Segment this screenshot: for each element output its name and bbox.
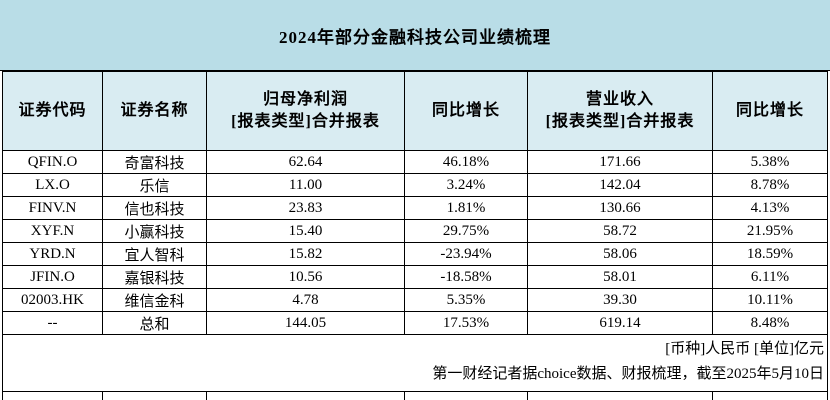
table-row-finv: FINV.N 信也科技 23.83 1.81% 130.66 4.13% <box>2 196 828 220</box>
cell-profit-yoy: 29.75% <box>404 219 528 243</box>
cell-name: 宜人智科 <box>102 242 207 266</box>
table-footnote-row: [币种]人民币 [单位]亿元 第一财经记者据choice数据、财报梳理，截至20… <box>2 334 828 392</box>
footnote-source: 第一财经记者据choice数据、财报梳理，截至2025年5月10日 <box>432 366 824 382</box>
table-row-lx: LX.O 乐信 11.00 3.24% 142.04 8.78% <box>2 173 828 197</box>
cell-revenue: 171.66 <box>527 150 713 174</box>
cell-name: 总和 <box>102 311 207 335</box>
column-header-security-name: 证券名称 <box>102 71 207 151</box>
cell-name: 维信金科 <box>102 288 207 312</box>
table-header-row: 证券代码 证券名称 归母净利润 [报表类型]合并报表 同比增长 营业收入 [报表… <box>2 71 828 151</box>
cell-net-profit: 10.56 <box>206 265 405 289</box>
cell-revenue-yoy: 5.38% <box>712 150 828 174</box>
cell-revenue: 58.72 <box>527 219 713 243</box>
stub-cell <box>527 391 713 400</box>
table-stub-row <box>2 391 828 400</box>
cell-code: YRD.N <box>2 242 103 266</box>
cell-code: LX.O <box>2 173 103 197</box>
column-header-security-code: 证券代码 <box>2 71 103 151</box>
cell-revenue: 58.06 <box>527 242 713 266</box>
table-row-xyf: XYF.N 小赢科技 15.40 29.75% 58.72 21.95% <box>2 219 828 243</box>
table-title: 2024年部分金融科技公司业绩梳理 <box>279 27 551 47</box>
cell-name: 信也科技 <box>102 196 207 220</box>
cell-revenue-yoy: 6.11% <box>712 265 828 289</box>
cell-profit-yoy: 1.81% <box>404 196 528 220</box>
footnote-currency-unit: [币种]人民币 [单位]亿元 <box>665 341 824 357</box>
cell-profit-yoy: 3.24% <box>404 173 528 197</box>
table-row-jfin: JFIN.O 嘉银科技 10.56 -18.58% 58.01 6.11% <box>2 265 828 289</box>
table-row-qfin: QFIN.O 奇富科技 62.64 46.18% 171.66 5.38% <box>2 150 828 174</box>
cell-net-profit: 144.05 <box>206 311 405 335</box>
stub-cell <box>206 391 405 400</box>
column-header-revenue: 营业收入 [报表类型]合并报表 <box>527 71 713 151</box>
table-title-band: 2024年部分金融科技公司业绩梳理 <box>0 0 830 71</box>
cell-net-profit: 62.64 <box>206 150 405 174</box>
column-header-yoy-growth-profit: 同比增长 <box>404 71 528 151</box>
column-header-net-profit: 归母净利润 [报表类型]合并报表 <box>206 71 405 151</box>
cell-name: 乐信 <box>102 173 207 197</box>
cell-profit-yoy: -23.94% <box>404 242 528 266</box>
table-row-yrd: YRD.N 宜人智科 15.82 -23.94% 58.06 18.59% <box>2 242 828 266</box>
footnote-cell: [币种]人民币 [单位]亿元 第一财经记者据choice数据、财报梳理，截至20… <box>2 334 828 392</box>
cell-revenue: 39.30 <box>527 288 713 312</box>
cell-name: 小赢科技 <box>102 219 207 243</box>
stub-cell <box>2 391 103 400</box>
cell-revenue-yoy: 18.59% <box>712 242 828 266</box>
performance-table: 证券代码 证券名称 归母净利润 [报表类型]合并报表 同比增长 营业收入 [报表… <box>2 71 828 400</box>
cell-code: -- <box>2 311 103 335</box>
cell-name: 奇富科技 <box>102 150 207 174</box>
cell-profit-yoy: 5.35% <box>404 288 528 312</box>
table-row-total: -- 总和 144.05 17.53% 619.14 8.48% <box>2 311 828 335</box>
cell-revenue: 142.04 <box>527 173 713 197</box>
cell-net-profit: 23.83 <box>206 196 405 220</box>
cell-code: XYF.N <box>2 219 103 243</box>
cell-code: JFIN.O <box>2 265 103 289</box>
cell-revenue-yoy: 8.78% <box>712 173 828 197</box>
cell-net-profit: 15.82 <box>206 242 405 266</box>
cell-revenue-yoy: 21.95% <box>712 219 828 243</box>
cell-code: QFIN.O <box>2 150 103 174</box>
table-row-weixin: 02003.HK 维信金科 4.78 5.35% 39.30 10.11% <box>2 288 828 312</box>
cell-revenue: 619.14 <box>527 311 713 335</box>
cell-profit-yoy: 17.53% <box>404 311 528 335</box>
cell-revenue-yoy: 8.48% <box>712 311 828 335</box>
cell-net-profit: 4.78 <box>206 288 405 312</box>
column-header-yoy-growth-revenue: 同比增长 <box>712 71 828 151</box>
cell-net-profit: 11.00 <box>206 173 405 197</box>
cell-profit-yoy: 46.18% <box>404 150 528 174</box>
cell-revenue-yoy: 4.13% <box>712 196 828 220</box>
cell-name: 嘉银科技 <box>102 265 207 289</box>
cell-revenue: 130.66 <box>527 196 713 220</box>
cell-net-profit: 15.40 <box>206 219 405 243</box>
cell-profit-yoy: -18.58% <box>404 265 528 289</box>
stub-cell <box>404 391 528 400</box>
cell-code: 02003.HK <box>2 288 103 312</box>
stub-cell <box>712 391 828 400</box>
stub-cell <box>102 391 207 400</box>
cell-revenue: 58.01 <box>527 265 713 289</box>
cell-code: FINV.N <box>2 196 103 220</box>
cell-revenue-yoy: 10.11% <box>712 288 828 312</box>
